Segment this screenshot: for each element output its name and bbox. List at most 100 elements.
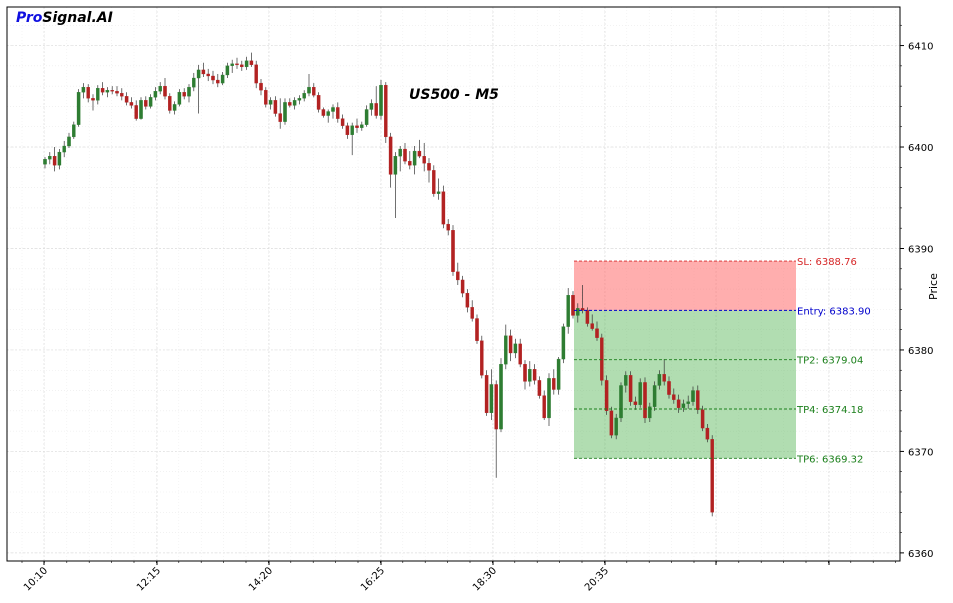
candle-body — [532, 369, 537, 381]
candle-body — [710, 439, 714, 513]
candle-body — [638, 382, 642, 405]
candle-body — [91, 98, 95, 101]
candle-body — [484, 375, 489, 414]
candle-body — [388, 136, 393, 175]
candle-body — [393, 156, 398, 175]
candle-body — [292, 100, 297, 106]
candle-body — [427, 163, 431, 171]
candle-body — [235, 63, 239, 65]
candle-body — [364, 109, 369, 125]
candle-body — [196, 69, 201, 79]
plot-frame — [6, 6, 901, 562]
candle-body — [657, 374, 662, 386]
candle-body — [43, 159, 47, 165]
candle-body — [268, 100, 273, 105]
candle-body — [628, 375, 633, 402]
candle-body — [288, 102, 292, 106]
candle-body — [643, 382, 647, 419]
candle-body — [705, 427, 710, 440]
candle-body — [134, 105, 138, 119]
candle-body — [465, 292, 470, 308]
candle-body — [417, 150, 422, 157]
candle-body — [696, 390, 700, 410]
candle-body — [72, 124, 76, 138]
candle-body — [345, 125, 350, 135]
stop-loss-zone — [574, 261, 796, 311]
candle-body — [192, 77, 196, 88]
candle-body — [513, 343, 518, 354]
candle-body — [422, 156, 426, 164]
y-axis-label: Price — [927, 273, 940, 300]
level-label-tp6: TP6: 6369.32 — [796, 454, 863, 465]
candle-body — [374, 103, 378, 116]
candle-body — [542, 395, 546, 419]
candle-body — [499, 364, 503, 430]
trade-levels: SL: 6388.76 Entry: 6383.90 TP2: 6379.04 TP4… — [574, 257, 871, 465]
candle-body — [518, 343, 522, 365]
candle-body — [648, 406, 652, 419]
candle-body — [52, 156, 57, 166]
candle-body — [662, 374, 666, 382]
candle-body — [446, 223, 450, 231]
candle-body — [316, 95, 321, 110]
candle-body — [556, 358, 561, 390]
candle-body — [283, 102, 287, 122]
candle-body — [153, 91, 158, 98]
candle-body — [172, 104, 177, 111]
candle-body — [436, 191, 441, 194]
candle-body — [110, 90, 114, 92]
candle-body — [475, 318, 479, 341]
candle-body — [652, 385, 657, 407]
candle-body — [624, 375, 628, 386]
candle-body — [547, 378, 551, 419]
candle-body — [201, 69, 206, 75]
candle-body — [211, 75, 215, 81]
level-label-sl: SL: 6388.76 — [797, 257, 857, 268]
y-tick-label: 6380 — [908, 346, 933, 357]
candle-body — [158, 85, 162, 92]
candle-body — [360, 124, 364, 128]
brand-signal: Signal.AI — [42, 10, 113, 26]
candle-body — [57, 151, 62, 166]
candle-body — [398, 148, 402, 157]
candle-body — [609, 410, 614, 436]
candle-body — [604, 380, 609, 411]
candle-body — [86, 87, 90, 99]
candle-body — [523, 364, 527, 382]
candle-body — [508, 335, 513, 354]
level-label-tp4: TP4: 6374.18 — [796, 405, 863, 416]
candle-body — [220, 74, 225, 84]
y-axis: 6360 6370 6380 6390 6400 6410 — [900, 24, 933, 560]
candle-body — [619, 385, 623, 419]
candle-body — [139, 100, 143, 119]
candle-body — [76, 92, 81, 125]
brand-logo: ProSignal.AI — [16, 10, 113, 26]
candle-body — [105, 90, 110, 93]
candle-body — [312, 87, 316, 96]
candle-body — [576, 308, 580, 316]
candle-body — [494, 384, 498, 430]
candle-body — [144, 100, 148, 107]
candle-body — [96, 88, 100, 101]
y-tick-label: 6410 — [908, 42, 933, 53]
candle-body — [206, 73, 210, 77]
candle-body — [302, 93, 306, 99]
level-label-tp2: TP2: 6379.04 — [796, 356, 863, 367]
candle-body — [249, 60, 254, 65]
candle-body — [441, 191, 446, 225]
y-tick-label: 6360 — [908, 549, 933, 560]
level-label-entry: Entry: 6383.90 — [797, 306, 871, 317]
candle-body — [264, 90, 268, 105]
candle-body — [120, 93, 124, 97]
candle-body — [62, 145, 66, 153]
candle-body — [700, 409, 705, 429]
y-tick-label: 6400 — [908, 143, 933, 154]
candle-body — [676, 399, 681, 408]
candle-body — [297, 98, 302, 101]
candle-body — [331, 107, 335, 112]
candle-body — [456, 271, 460, 281]
candle-body — [595, 328, 599, 338]
candle-body — [307, 87, 311, 94]
candle-body — [278, 113, 282, 122]
